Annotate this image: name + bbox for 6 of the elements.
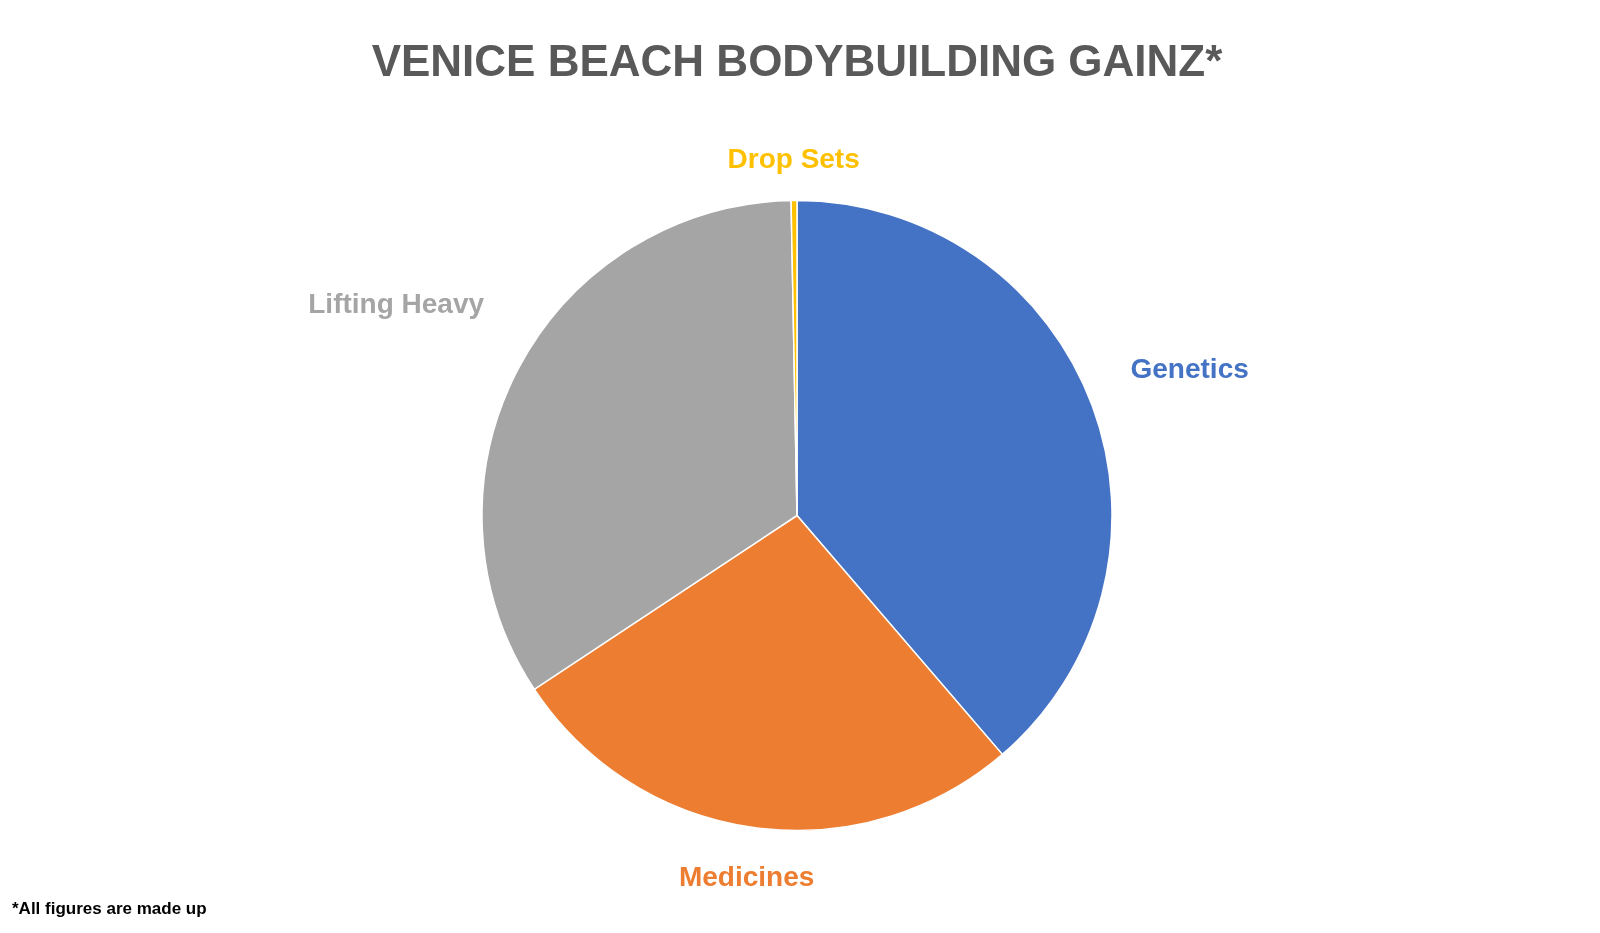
text: *All figures are made up [12, 899, 207, 918]
slice-label: Genetics [1130, 352, 1249, 384]
slice-label: Medicines [678, 860, 815, 892]
slice-label: Lifting Heavy [308, 287, 485, 319]
slice-label: Drop Sets [727, 142, 860, 174]
chart-title: VENICE BEACH BODYBUILDING GAINZ* [371, 36, 1224, 85]
